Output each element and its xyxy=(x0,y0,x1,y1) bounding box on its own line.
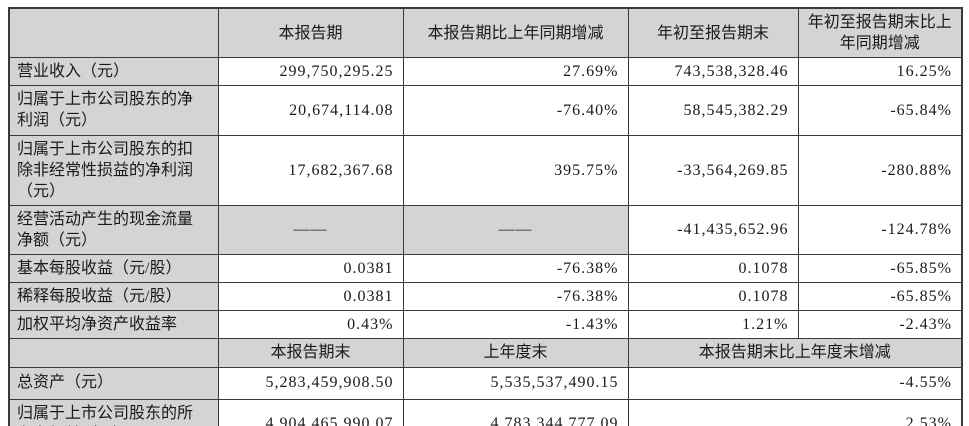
cell-ytd-yoy-change: -124.78% xyxy=(797,204,963,256)
cell-ytd-yoy-change: -2.43% xyxy=(797,310,963,340)
cell-yoy-change-na: —— xyxy=(402,204,629,256)
cell-change: -4.55% xyxy=(627,366,963,400)
cell-current: 0.43% xyxy=(217,310,404,340)
table-row-revenue: 营业收入（元） 299,750,295.25 27.69% 743,538,32… xyxy=(8,57,963,87)
cell-ytd: -33,564,269.85 xyxy=(627,134,799,206)
table-row-total-assets: 总资产（元） 5,283,459,908.50 5,535,537,490.15… xyxy=(8,366,963,400)
row-label: 归属于上市公司股东的净利润（元） xyxy=(8,85,219,136)
cell-current: 299,750,295.25 xyxy=(217,57,404,87)
cell-yoy-change: 395.75% xyxy=(402,134,629,206)
cell-prior-year-end: 4,783,344,777.09 xyxy=(402,398,629,426)
table-header-row-1: 本报告期 本报告期比上年同期增减 年初至报告期末 年初至报告期末比上年同期增减 xyxy=(8,7,963,59)
cell-current: 20,674,114.08 xyxy=(217,85,404,136)
table-row-weighted-avg-roe: 加权平均净资产收益率 0.43% -1.43% 1.21% -2.43% xyxy=(8,310,963,340)
cell-period-end: 4,904,465,990.07 xyxy=(217,398,404,426)
row-label: 归属于上市公司股东的所有者权益（元） xyxy=(8,398,219,426)
header-prior-year-end: 上年度末 xyxy=(402,338,629,368)
row-label: 总资产（元） xyxy=(8,366,219,400)
header-current-period: 本报告期 xyxy=(217,7,404,59)
cell-prior-year-end: 5,535,537,490.15 xyxy=(402,366,629,400)
table-row-operating-cash-flow: 经营活动产生的现金流量净额（元） —— —— -41,435,652.96 -1… xyxy=(8,204,963,256)
cell-ytd: 0.1078 xyxy=(627,254,799,284)
cell-ytd-yoy-change: -65.84% xyxy=(797,85,963,136)
row-label: 营业收入（元） xyxy=(8,57,219,87)
table-header-row-2: 本报告期末 上年度末 本报告期末比上年度末增减 xyxy=(8,338,963,368)
cell-current: 17,682,367.68 xyxy=(217,134,404,206)
table-row-net-profit: 归属于上市公司股东的净利润（元） 20,674,114.08 -76.40% 5… xyxy=(8,85,963,136)
table-row-basic-eps: 基本每股收益（元/股） 0.0381 -76.38% 0.1078 -65.85… xyxy=(8,254,963,284)
cell-yoy-change: -1.43% xyxy=(402,310,629,340)
cell-ytd-yoy-change: 16.25% xyxy=(797,57,963,87)
row-label: 经营活动产生的现金流量净额（元） xyxy=(8,204,219,256)
cell-change: 2.53% xyxy=(627,398,963,426)
table-row-net-profit-excl-nonrecurring: 归属于上市公司股东的扣除非经常性损益的净利润（元） 17,682,367.68 … xyxy=(8,134,963,206)
cell-ytd-yoy-change: -280.88% xyxy=(797,134,963,206)
cell-period-end: 5,283,459,908.50 xyxy=(217,366,404,400)
header-corner-cell xyxy=(8,7,219,59)
header-period-end: 本报告期末 xyxy=(217,338,404,368)
row-label: 归属于上市公司股东的扣除非经常性损益的净利润（元） xyxy=(8,134,219,206)
key-financials-table: 本报告期 本报告期比上年同期增减 年初至报告期末 年初至报告期末比上年同期增减 … xyxy=(8,7,963,426)
cell-yoy-change: -76.38% xyxy=(402,254,629,284)
table-row-diluted-eps: 稀释每股收益（元/股） 0.0381 -76.38% 0.1078 -65.85… xyxy=(8,282,963,312)
header-period-end-vs-prior-year-end: 本报告期末比上年度末增减 xyxy=(627,338,963,368)
row-label: 加权平均净资产收益率 xyxy=(8,310,219,340)
cell-yoy-change: -76.38% xyxy=(402,282,629,312)
cell-ytd: 1.21% xyxy=(627,310,799,340)
cell-ytd-yoy-change: -65.85% xyxy=(797,254,963,284)
table-row-owners-equity: 归属于上市公司股东的所有者权益（元） 4,904,465,990.07 4,78… xyxy=(8,398,963,426)
cell-ytd: -41,435,652.96 xyxy=(627,204,799,256)
cell-current-na: —— xyxy=(217,204,404,256)
cell-yoy-change: -76.40% xyxy=(402,85,629,136)
cell-ytd-yoy-change: -65.85% xyxy=(797,282,963,312)
cell-yoy-change: 27.69% xyxy=(402,57,629,87)
row-label: 基本每股收益（元/股） xyxy=(8,254,219,284)
cell-ytd: 743,538,328.46 xyxy=(627,57,799,87)
cell-current: 0.0381 xyxy=(217,254,404,284)
header-ytd-vs-prior-year: 年初至报告期末比上年同期增减 xyxy=(797,7,963,59)
header2-corner-cell xyxy=(8,338,219,368)
cell-current: 0.0381 xyxy=(217,282,404,312)
row-label: 稀释每股收益（元/股） xyxy=(8,282,219,312)
header-year-to-date: 年初至报告期末 xyxy=(627,7,799,59)
cell-ytd: 58,545,382.29 xyxy=(627,85,799,136)
cell-ytd: 0.1078 xyxy=(627,282,799,312)
header-current-vs-prior-year: 本报告期比上年同期增减 xyxy=(402,7,629,59)
